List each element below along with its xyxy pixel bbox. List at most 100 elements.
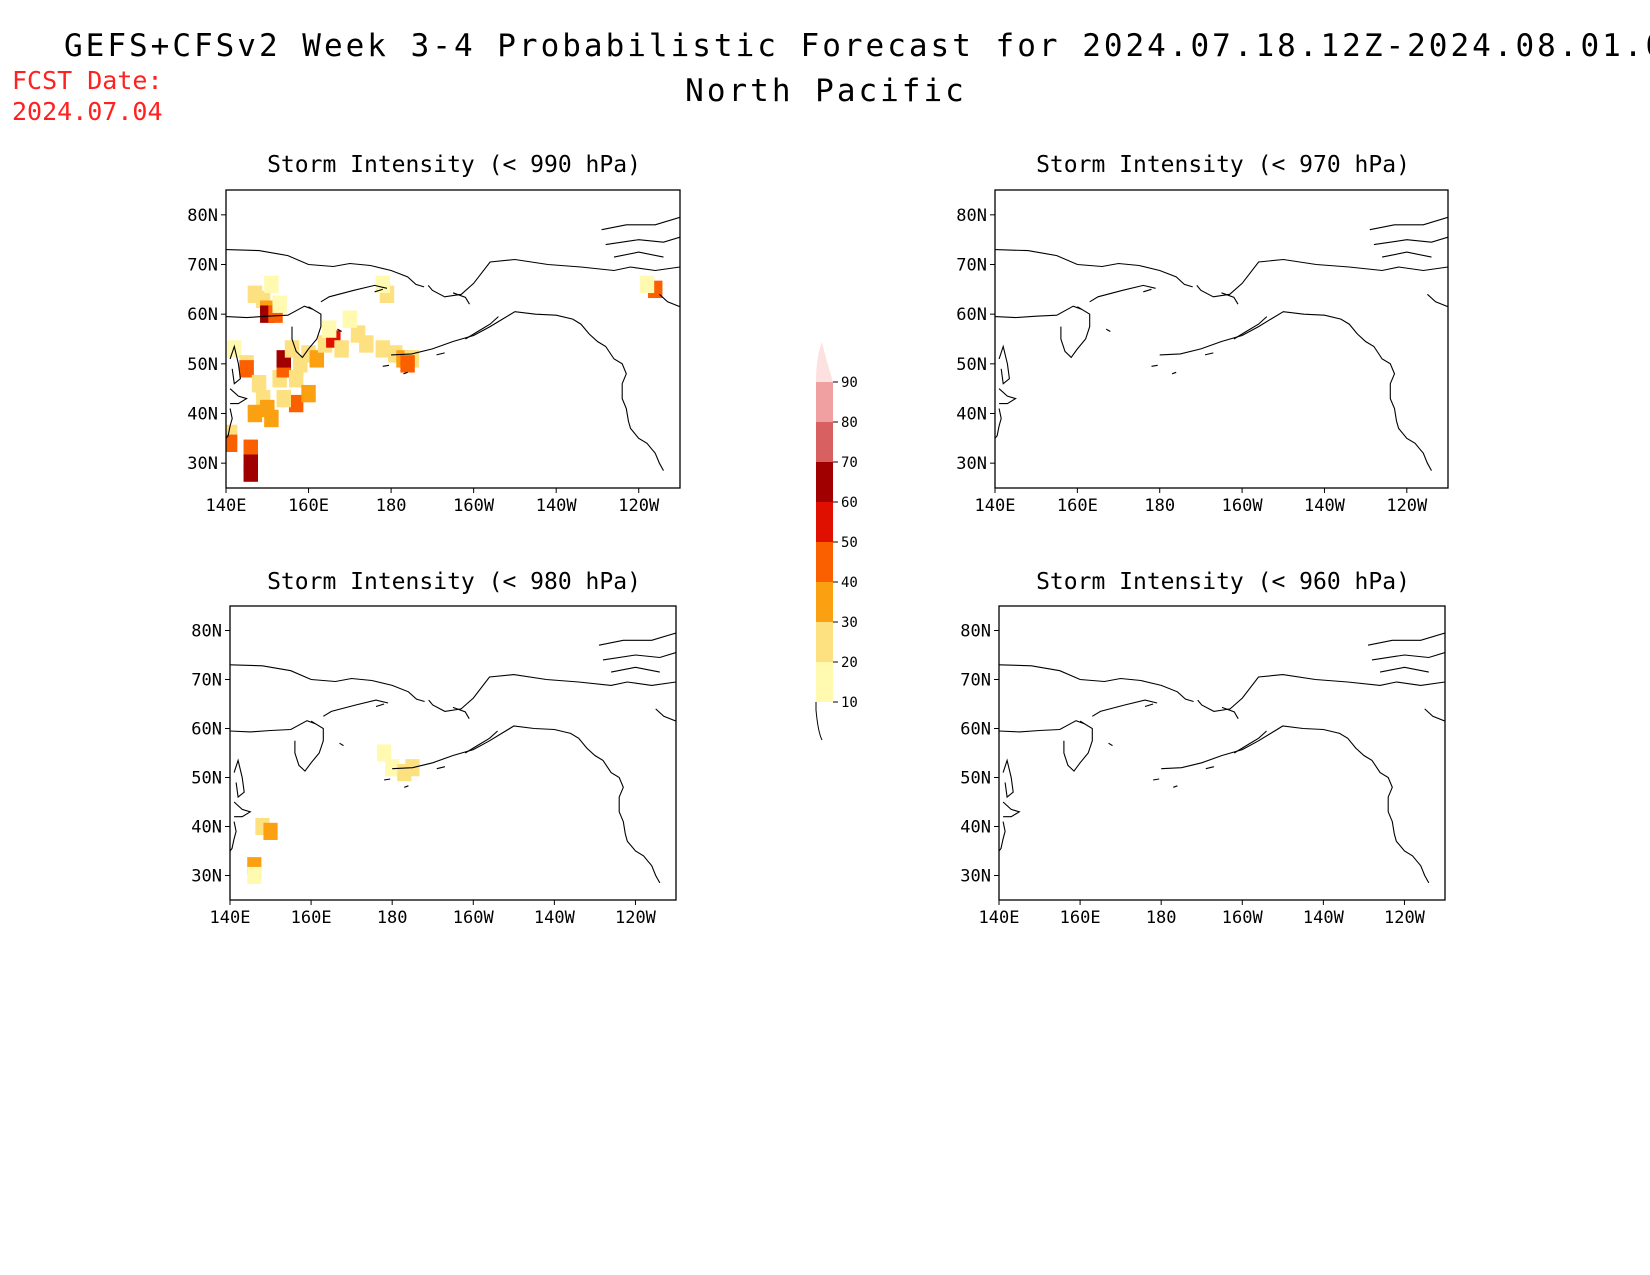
coastline bbox=[233, 758, 245, 799]
colorbar-label: 30 bbox=[841, 615, 858, 631]
lat-tick-label: 40N bbox=[960, 818, 991, 838]
coastline bbox=[1108, 742, 1113, 747]
coastline bbox=[1002, 801, 1021, 818]
lon-tick-label: 140W bbox=[1303, 908, 1345, 928]
colorbar-label: 70 bbox=[841, 455, 858, 471]
coastline bbox=[436, 352, 445, 356]
coastline bbox=[226, 249, 425, 288]
lon-tick-label: 140W bbox=[1304, 496, 1346, 516]
coastline bbox=[995, 408, 1002, 439]
coastline bbox=[428, 674, 676, 712]
coastline bbox=[655, 708, 676, 722]
coastline bbox=[339, 742, 344, 747]
lat-tick-label: 30N bbox=[956, 454, 987, 474]
coastline bbox=[998, 344, 1010, 385]
coastline bbox=[1092, 699, 1158, 717]
probability-cell bbox=[309, 350, 325, 368]
map-panel: 80N 70N 60N 50N 40N 30N 140E 160E 180 160W 140W 120… bbox=[191, 605, 677, 928]
page-title: GEFS+CFSv2 Week 3-4 Probabilistic Foreca… bbox=[64, 28, 1650, 64]
coastline bbox=[1367, 632, 1445, 646]
lat-tick-label: 30N bbox=[187, 454, 218, 474]
coastline bbox=[999, 720, 1085, 733]
panel-title: Storm Intensity (< 990 hPa) bbox=[267, 152, 641, 178]
coastline bbox=[464, 730, 498, 754]
coastline bbox=[995, 305, 1082, 319]
colorbar-label: 90 bbox=[841, 375, 858, 391]
coastline bbox=[1233, 316, 1268, 340]
lon-tick-label: 180 bbox=[1146, 908, 1177, 928]
colorbar-swatch bbox=[816, 342, 833, 382]
lat-tick-label: 70N bbox=[187, 256, 218, 276]
coastline bbox=[1221, 706, 1239, 719]
lat-tick-label: 70N bbox=[956, 256, 987, 276]
colorbar-tail bbox=[815, 702, 823, 741]
coastline bbox=[229, 344, 241, 385]
coastline bbox=[598, 632, 676, 646]
probability-cell bbox=[639, 275, 655, 294]
coastline bbox=[291, 306, 322, 359]
coastline bbox=[404, 785, 409, 788]
coastline bbox=[391, 311, 664, 471]
probability-cell bbox=[272, 295, 287, 313]
coastline bbox=[1196, 258, 1448, 298]
lon-tick-label: 140W bbox=[534, 908, 576, 928]
colorbar-swatch bbox=[816, 622, 833, 662]
lon-tick-label: 180 bbox=[377, 908, 408, 928]
coastline bbox=[452, 292, 470, 305]
colorbar-swatch bbox=[816, 382, 833, 422]
probability-cell bbox=[276, 389, 292, 408]
coastline bbox=[613, 251, 664, 258]
colorbar-swatch bbox=[816, 542, 833, 582]
probability-cell bbox=[284, 340, 300, 358]
coastline bbox=[1143, 288, 1152, 293]
coastline bbox=[375, 703, 385, 708]
coastline bbox=[233, 801, 252, 818]
coastline bbox=[601, 216, 680, 231]
coastline bbox=[403, 371, 408, 375]
probability-cell bbox=[288, 394, 304, 413]
lon-tick-label: 160E bbox=[1057, 496, 1098, 516]
coastline bbox=[1161, 725, 1430, 884]
probability-cell bbox=[263, 822, 278, 840]
lat-tick-label: 60N bbox=[191, 720, 222, 740]
coastline bbox=[659, 293, 680, 308]
map-frame bbox=[225, 189, 681, 489]
lon-tick-label: 160W bbox=[1222, 496, 1264, 516]
coastline bbox=[226, 305, 313, 319]
coastline bbox=[1159, 311, 1432, 471]
colorbar-label: 40 bbox=[841, 575, 858, 591]
colorbar-label: 20 bbox=[841, 655, 858, 671]
coastline bbox=[1379, 666, 1429, 673]
probability-cell bbox=[321, 320, 337, 338]
probability-cell bbox=[264, 409, 279, 428]
coastline bbox=[1233, 730, 1267, 754]
lon-tick-label: 140E bbox=[979, 908, 1020, 928]
coastline bbox=[1197, 674, 1445, 712]
lon-tick-label: 160E bbox=[291, 908, 332, 928]
lon-tick-label: 140E bbox=[206, 496, 247, 516]
panel-title: Storm Intensity (< 980 hPa) bbox=[267, 569, 641, 595]
coastline bbox=[337, 328, 342, 332]
coastline bbox=[999, 664, 1194, 703]
coastline bbox=[392, 725, 661, 884]
colorbar: 10 20 30 40 50 60 70 80 90 bbox=[815, 342, 858, 741]
lon-tick-label: 160W bbox=[1222, 908, 1264, 928]
coastline bbox=[382, 364, 390, 367]
coastline bbox=[465, 316, 499, 340]
probability-cell bbox=[243, 439, 258, 457]
coastline bbox=[1381, 251, 1432, 258]
map-frame bbox=[229, 605, 677, 901]
coastline bbox=[1002, 758, 1014, 799]
coastline bbox=[1105, 328, 1111, 332]
coastline bbox=[995, 249, 1193, 288]
colorbar-swatch bbox=[816, 422, 833, 462]
coastline bbox=[384, 778, 391, 781]
coastline bbox=[229, 388, 248, 405]
probability-cell bbox=[342, 310, 358, 328]
panel-title: Storm Intensity (< 960 hPa) bbox=[1036, 569, 1410, 595]
lat-tick-label: 30N bbox=[191, 867, 222, 887]
lon-tick-label: 120W bbox=[618, 496, 660, 516]
lat-tick-label: 70N bbox=[191, 671, 222, 691]
coastline bbox=[602, 651, 676, 661]
